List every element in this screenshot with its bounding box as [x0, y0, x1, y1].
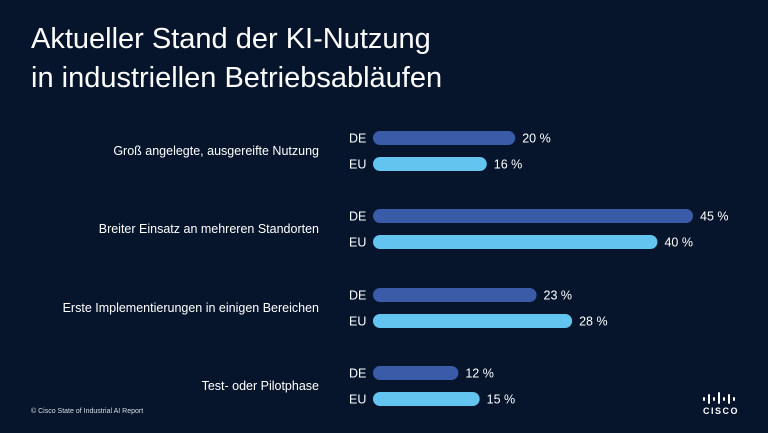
bar-eu [373, 157, 487, 171]
series-label-de: DE [349, 289, 366, 303]
series-label-de: DE [349, 132, 366, 146]
series-label-eu: EU [349, 393, 366, 407]
bar-de [373, 131, 516, 145]
category-label: Erste Implementierungen in einigen Berei… [63, 301, 319, 315]
data-label: 40 % [664, 236, 693, 250]
series-label-eu: EU [349, 158, 366, 172]
bar-de [373, 209, 693, 223]
chart-title-line-1: Aktueller Stand der KI-Nutzung [31, 23, 431, 55]
series-label-de: DE [349, 367, 366, 381]
cisco-bridge-icon [703, 392, 735, 404]
bar-de [373, 288, 537, 302]
category-label: Breiter Einsatz an mehreren Standorten [99, 222, 319, 236]
data-label: 15 % [487, 393, 515, 407]
bar-de [373, 366, 459, 380]
bar-eu [373, 314, 573, 328]
series-label-de: DE [349, 210, 366, 224]
chart-title: Aktueller Stand der KI-Nutzung in indust… [31, 20, 442, 98]
cisco-wordmark: CISCO [702, 406, 739, 416]
source-footnote: © Cisco State of Industrial AI Report [31, 408, 144, 415]
cisco-logo: CISCO [701, 391, 741, 417]
series-label-eu: EU [349, 236, 366, 250]
data-label: 20 % [522, 132, 551, 146]
data-label: 12 % [465, 367, 494, 381]
bar-eu [373, 392, 480, 406]
data-label: 16 % [494, 158, 523, 172]
data-label: 28 % [579, 315, 608, 329]
category-label: Groß angelegte, ausgereifte Nutzung [113, 144, 319, 158]
data-label: 23 % [544, 289, 573, 303]
category-label: Test- oder Pilotphase [202, 379, 319, 393]
data-label: 45 % [700, 210, 729, 224]
bar-eu [373, 235, 658, 249]
chart-title-line-2: in industriellen Betriebsabläufen [31, 62, 443, 94]
series-label-eu: EU [349, 315, 366, 329]
